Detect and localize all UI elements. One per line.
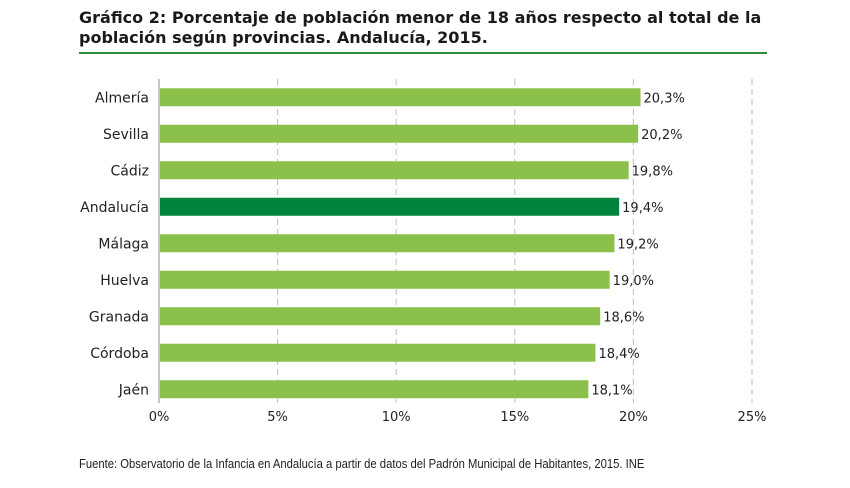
value-label-7: 18,4% [598, 347, 639, 362]
x-tick-label-3: 15% [500, 410, 529, 425]
value-label-3: 19,4% [622, 201, 663, 216]
bar-4 [160, 234, 615, 253]
value-label-0: 20,3% [644, 91, 685, 106]
category-label-2: Cádiz [111, 163, 149, 179]
x-tick-label-4: 20% [619, 410, 648, 425]
value-label-8: 18,1% [591, 383, 632, 398]
value-label-2: 19,8% [632, 164, 673, 179]
bar-2 [160, 161, 629, 180]
bar-chart: Almería 20,3% Sevilla 20,2% Cádiz 19,8% Andalu… [80, 79, 767, 425]
x-tick-label-5: 25% [738, 410, 767, 425]
value-label-4: 19,2% [617, 237, 658, 252]
category-label-7: Córdoba [90, 346, 149, 362]
bar-5 [160, 270, 610, 289]
value-label-5: 19,0% [613, 274, 654, 289]
source-note: Fuente: Observatorio de la Infancia en A… [79, 457, 645, 471]
category-label-8: Jaén [118, 382, 149, 398]
value-label-6: 18,6% [603, 310, 644, 325]
x-tick-label-0: 0% [149, 410, 170, 425]
category-label-1: Sevilla [103, 127, 149, 143]
chart-title: Gráfico 2: Porcentaje de población menor… [79, 8, 762, 47]
category-label-0: Almería [95, 90, 149, 106]
x-tick-label-2: 10% [382, 410, 411, 425]
bar-1 [160, 124, 639, 143]
value-label-1: 20,2% [641, 128, 682, 143]
category-label-6: Granada [89, 309, 149, 325]
title-divider [79, 52, 767, 54]
bar-0 [160, 88, 641, 107]
bar-6 [160, 307, 601, 326]
category-label-4: Málaga [98, 236, 149, 252]
bar-3 [160, 197, 620, 216]
category-label-5: Huelva [100, 273, 149, 289]
bar-7 [160, 343, 596, 362]
x-tick-label-1: 5% [267, 410, 288, 425]
category-label-3: Andalucía [80, 200, 149, 216]
bar-8 [160, 380, 589, 399]
